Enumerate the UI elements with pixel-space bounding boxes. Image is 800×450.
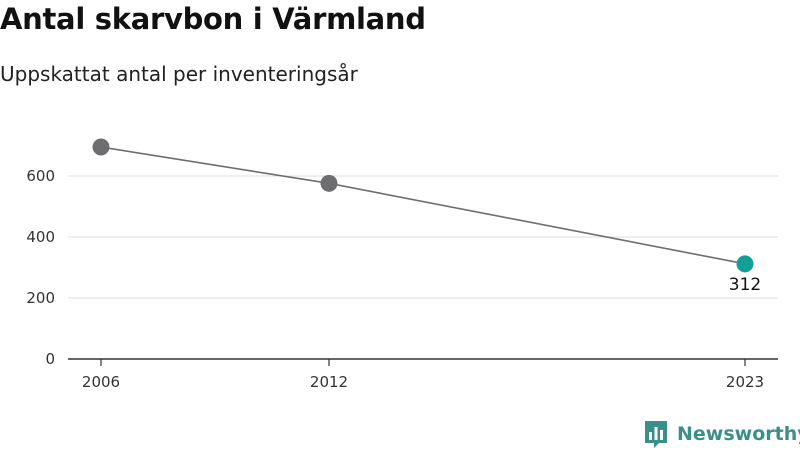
y-tick-label-400: 400: [26, 228, 55, 246]
chart-subtitle: Uppskattat antal per inventeringsår: [0, 62, 358, 86]
newsworthy-brand[interactable]: Newsworthy: [643, 419, 800, 449]
y-tick-label-600: 600: [26, 167, 55, 185]
data-label-2023: 312: [729, 275, 761, 295]
data-point-2023: [736, 255, 754, 273]
data-point-2006: [92, 138, 110, 156]
x-tick-label-2006: 2006: [82, 373, 120, 391]
chart-title: Antal skarvbon i Värmland: [0, 2, 426, 36]
series-line-0: [100, 146, 746, 265]
data-point-2012: [320, 174, 338, 192]
newsworthy-logo-icon: [645, 421, 667, 448]
y-tick-label-0: 0: [45, 350, 55, 368]
y-tick-label-200: 200: [26, 289, 55, 307]
x-tick-label-2023: 2023: [726, 373, 764, 391]
x-tick-label-2012: 2012: [310, 373, 348, 391]
brand-name: Newsworthy: [677, 423, 800, 445]
